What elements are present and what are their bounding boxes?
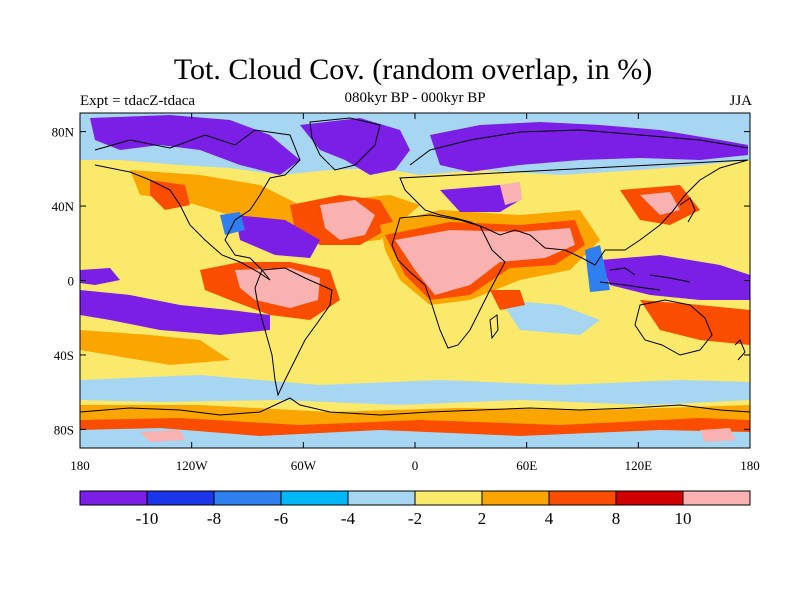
field-region	[430, 122, 748, 172]
colorbar-swatch	[280, 490, 349, 506]
colorbar-label: -2	[408, 509, 422, 528]
colorbar-label: -8	[207, 509, 221, 528]
field-region	[440, 185, 520, 212]
field-region	[140, 430, 185, 442]
lon-tick-label: 120E	[625, 458, 653, 473]
field-region	[80, 268, 120, 285]
colorbar-label: 10	[675, 509, 692, 528]
field-region	[150, 180, 190, 210]
field-region	[240, 130, 290, 170]
lat-tick-label: 80S	[54, 422, 74, 437]
coastline-north-america	[94, 129, 301, 281]
cloud-cover-field	[80, 113, 750, 448]
experiment-label: Expt = tdacZ-tdaca	[80, 93, 196, 109]
season-label: JJA	[729, 93, 752, 109]
field-region	[235, 268, 320, 308]
coastline-madagascar	[489, 314, 499, 340]
coastline-antarctica	[80, 397, 750, 416]
colorbar-swatch	[682, 490, 751, 506]
field-region	[320, 200, 375, 240]
colorbar-label: 8	[612, 509, 621, 528]
lat-tick-label: 80N	[52, 125, 75, 140]
lon-tick-label: 180	[70, 458, 90, 473]
field-region	[80, 375, 750, 405]
coastline-japan	[679, 197, 696, 223]
coastline-greenland	[309, 117, 381, 171]
longitude-axis: 180 120W 60W 0 60E 120E 180	[70, 113, 760, 473]
colorbar-swatch	[146, 490, 215, 506]
field-region	[395, 228, 575, 295]
field-region	[90, 115, 300, 175]
colorbar-label: -10	[136, 509, 159, 528]
period-label: 080kyr BP - 000kyr BP	[344, 90, 486, 106]
field-region	[700, 428, 735, 442]
colorbar-swatch	[79, 490, 148, 506]
colorbar-swatch	[615, 490, 684, 506]
coastlines	[80, 117, 750, 416]
map-title: Tot. Cloud Cov. (random overlap, in %)	[173, 53, 653, 86]
lon-tick-label: 180	[740, 458, 760, 473]
field-region	[640, 192, 680, 215]
field-region	[500, 300, 600, 335]
coastline-australia	[634, 299, 713, 356]
field-region	[80, 428, 750, 448]
field-region	[300, 118, 410, 175]
coastline-indonesia	[599, 267, 691, 291]
colorbar-swatch	[414, 490, 483, 506]
colorbar-label: 2	[478, 509, 487, 528]
colorbar: -10 -8 -6 -4 -2 2 4 8 10	[79, 490, 751, 528]
coastline-africa	[391, 214, 506, 349]
lat-tick-label: 40S	[54, 348, 74, 363]
latitude-axis: 80N 40N 0 40S 80S	[52, 125, 750, 437]
field-region	[80, 290, 270, 335]
colorbar-label: -6	[274, 509, 288, 528]
lon-tick-label: 60E	[516, 458, 537, 473]
coastline-south-america	[254, 267, 333, 397]
colorbar-label: -4	[341, 509, 356, 528]
lon-tick-label: 120W	[176, 458, 209, 473]
lon-tick-label: 60W	[291, 458, 317, 473]
lat-tick-label: 40N	[52, 199, 75, 214]
field-region	[640, 300, 750, 345]
coastline-eurasia	[399, 129, 749, 266]
field-region	[585, 245, 610, 292]
colorbar-label: 4	[545, 509, 554, 528]
colorbar-swatch	[548, 490, 617, 506]
lon-tick-label: 0	[412, 458, 419, 473]
field-region	[600, 255, 750, 300]
colorbar-swatch	[213, 490, 282, 506]
field-region	[80, 330, 230, 365]
field-region	[490, 290, 525, 310]
field-region	[235, 215, 320, 258]
field-region	[500, 182, 522, 205]
colorbar-swatch	[347, 490, 416, 506]
colorbar-swatch	[481, 490, 550, 506]
lat-tick-label: 0	[68, 274, 75, 289]
coastline-new-zealand	[734, 339, 746, 361]
